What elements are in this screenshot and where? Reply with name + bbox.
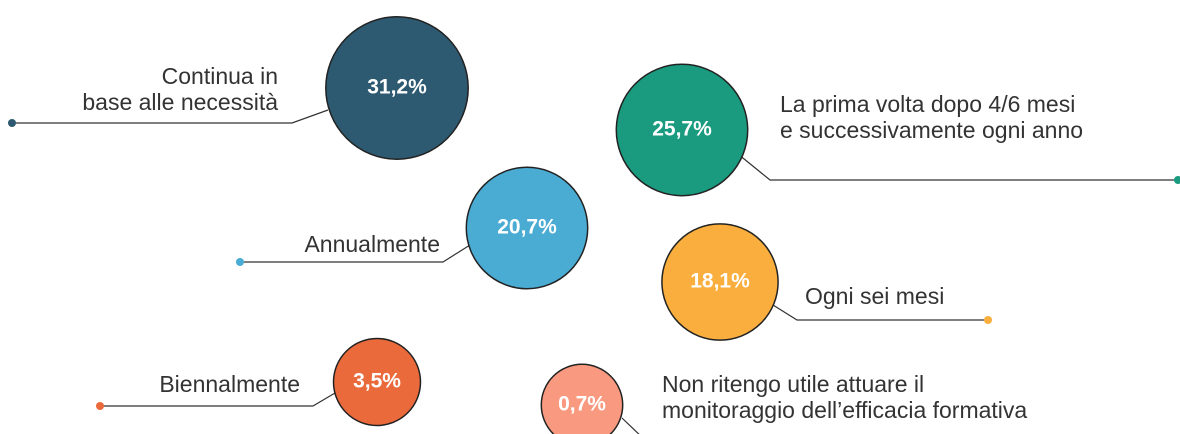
value-label: 3,5% [353, 370, 401, 393]
category-label: Continua in [162, 63, 278, 89]
value-label: 31,2% [367, 76, 427, 99]
leader-dot [96, 402, 104, 410]
leader-line [100, 392, 336, 407]
leader-line [12, 109, 329, 124]
category-label: Annualmente [304, 231, 440, 257]
leader-line [737, 153, 1178, 181]
value-label: 25,7% [652, 118, 712, 141]
category-label: monitoraggio dell’efficacia formativa [662, 397, 1027, 423]
leader-line [764, 299, 988, 321]
leader-line [240, 244, 471, 263]
value-label: 18,1% [690, 270, 750, 293]
leader-line [621, 417, 640, 434]
bubble [540, 363, 624, 434]
leader-dot [984, 316, 992, 324]
category-label: e successivamente ogni anno [780, 117, 1083, 143]
leader-dot [8, 119, 16, 127]
value-label: 20,7% [497, 216, 557, 239]
leader-dot [1174, 176, 1180, 184]
category-label: Biennalmente [159, 371, 300, 397]
value-label: 0,7% [558, 393, 606, 416]
leader-dot [236, 258, 244, 266]
bubble [465, 166, 589, 290]
category-label: base alle necessità [82, 89, 278, 115]
bubble [661, 223, 779, 341]
category-label: Non ritengo utile attuare il [662, 371, 924, 397]
category-label: Ogni sei mesi [805, 283, 944, 309]
bubble [615, 63, 749, 197]
category-label: La prima volta dopo 4/6 mesi [780, 91, 1075, 117]
bubble [325, 16, 469, 160]
bubble [332, 337, 422, 427]
